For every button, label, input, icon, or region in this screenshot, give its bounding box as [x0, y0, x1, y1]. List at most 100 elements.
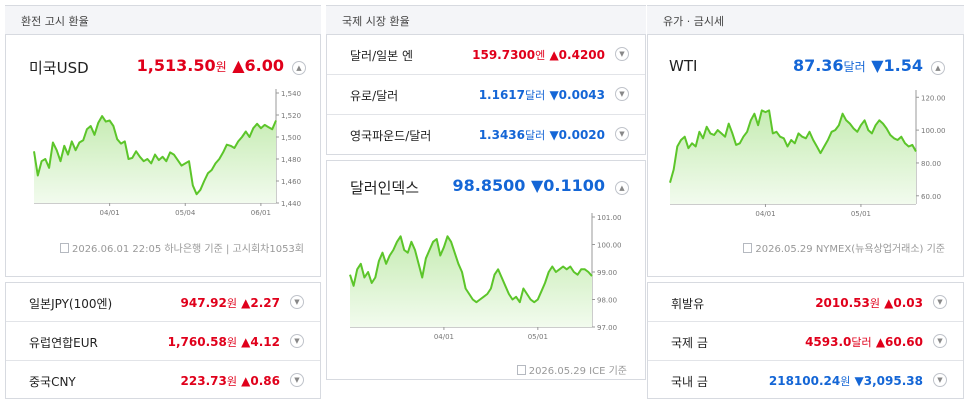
x-tick-label: 04/01: [100, 209, 120, 217]
currency-row-eur[interactable]: 유럽연합EUR 1,760.58원 ▲4.12 ▼: [6, 322, 320, 361]
intl-row-usdjpy[interactable]: 달러/일본 엔 159.7300엔 ▲0.4200 ▼: [327, 35, 645, 75]
expand-toggle-icon[interactable]: ▼: [290, 334, 304, 348]
intl-row-eurusd[interactable]: 유로/달러 1.1617달러 ▼0.0043 ▼: [327, 75, 645, 115]
expand-toggle-icon[interactable]: ▼: [615, 47, 629, 61]
row-label: 영국파운드/달러: [350, 129, 432, 143]
value-text: 947.92: [180, 296, 227, 310]
main-commodity-value: 87.36달러 ▼1.54: [793, 56, 923, 75]
exchange-panel: 환전 고시 환율 미국USD 1,513.50원 ▲6.00 ▲ 1,540 1,…: [5, 0, 321, 404]
panel-title: 국제 시장 환율: [342, 15, 410, 28]
value-text: 4593.0: [805, 335, 852, 349]
main-unit: 달러: [843, 60, 866, 74]
commodity-rows: 휘발유 2010.53원 ▲0.03 ▼ 국제 금 4593.0달러 ▲60.60 ▼ …: [647, 282, 964, 399]
panel-header: 환전 고시 환율: [5, 5, 321, 35]
row-value: 159.7300엔 ▲0.4200: [472, 47, 605, 63]
value-text: 1,760.58: [167, 335, 227, 349]
footnote-date: 2026.05.29: [528, 366, 586, 377]
y-tick-label: 1,460: [281, 178, 301, 186]
row-value: 1.3436달러 ▼0.0020: [479, 127, 605, 143]
series-line: [669, 109, 917, 183]
expand-toggle-icon[interactable]: ▼: [933, 373, 947, 387]
collapse-toggle-icon[interactable]: ▲: [615, 181, 629, 195]
footnote-date: 2026.06.01 22:05: [71, 244, 162, 255]
unit-text: 엔: [535, 49, 546, 62]
footnote: 2026.05.29 ICE 기준: [516, 362, 627, 377]
main-currency-label: 미국USD: [29, 59, 89, 77]
y-tick-label: 100.00: [597, 242, 622, 250]
series-area: [670, 110, 916, 204]
expand-toggle-icon[interactable]: ▼: [933, 295, 947, 309]
change-text: ▲60.60: [875, 335, 923, 349]
row-value: 947.92원 ▲2.27: [181, 295, 280, 311]
intl-panel: 국제 시장 환율 달러/일본 엔 159.7300엔 ▲0.4200 ▼ 유로/달러…: [326, 0, 646, 404]
y-tick-label: 99.00: [597, 269, 617, 277]
expand-toggle-icon[interactable]: ▼: [615, 87, 629, 101]
panel-title: 유가 · 금시세: [663, 15, 725, 28]
value-text: 1.3436: [478, 128, 526, 142]
row-value: 218100.24원 ▼3,095.38: [769, 373, 923, 389]
exchange-rows: 일본JPY(100엔) 947.92원 ▲2.27 ▼ 유럽연합EUR 1,760.5…: [5, 282, 321, 399]
row-label: 일본JPY(100엔): [29, 297, 113, 311]
expand-toggle-icon[interactable]: ▼: [290, 295, 304, 309]
row-label: 국내 금: [671, 375, 708, 389]
y-tick-label: 80.00: [921, 160, 941, 168]
x-tick-label: 05/01: [528, 333, 548, 341]
series-area: [350, 236, 592, 327]
dollar-index-chart: 101.00 100.00 99.00 98.00 97.00 04/01 05/01: [349, 213, 622, 341]
series-line: [33, 115, 277, 196]
footnote-round: 고시회차1053회: [232, 244, 304, 255]
commodity-row-intl-gold[interactable]: 국제 금 4593.0달러 ▲60.60 ▼: [648, 322, 963, 361]
unit-text: 달러: [851, 336, 872, 349]
currency-row-jpy[interactable]: 일본JPY(100엔) 947.92원 ▲2.27 ▼: [6, 283, 320, 322]
unit-text: 원: [226, 297, 237, 310]
row-label: 유로/달러: [350, 89, 399, 103]
x-tick-label: 04/01: [755, 210, 775, 218]
unit-text: 원: [226, 375, 237, 388]
currency-row-cny[interactable]: 중국CNY 223.73원 ▲0.86 ▼: [6, 361, 320, 400]
footnote-date: 2026.05.29: [755, 244, 813, 255]
footnote-source: ICE 기준: [589, 366, 627, 377]
change-text: ▼3,095.38: [854, 374, 923, 388]
y-tick-label: 100.00: [921, 127, 946, 135]
footnote: 2026.05.29 NYMEX(뉴욕상업거래소) 기준: [743, 240, 945, 255]
intl-row-gbpusd[interactable]: 영국파운드/달러 1.3436달러 ▼0.0020 ▼: [327, 115, 645, 155]
main-currency-value: 1,513.50원 ▲6.00: [137, 56, 284, 75]
main-index-label: 달러인덱스: [350, 179, 420, 197]
y-tick-label: 1,480: [281, 156, 301, 164]
commodity-row-domestic-gold[interactable]: 국내 금 218100.24원 ▼3,095.38 ▼: [648, 361, 963, 400]
collapse-toggle-icon[interactable]: ▲: [292, 61, 306, 75]
row-label: 유럽연합EUR: [29, 336, 98, 350]
main-commodity-label: WTI: [669, 57, 698, 75]
commodity-row-gasoline[interactable]: 휘발유 2010.53원 ▲0.03 ▼: [648, 283, 963, 322]
change-text: ▼0.0043: [549, 88, 605, 102]
y-tick-label: 1,440: [281, 200, 301, 208]
row-label: 국제 금: [671, 336, 708, 350]
usd-chart: 1,540 1,520 1,500 1,480 1,460 1,440 04/01 05/04…: [33, 89, 301, 217]
row-label: 달러/일본 엔: [350, 49, 414, 63]
value-text: 2010.53: [815, 296, 870, 310]
expand-toggle-icon[interactable]: ▼: [933, 334, 947, 348]
expand-toggle-icon[interactable]: ▼: [615, 127, 629, 141]
value-text: 1.1617: [478, 88, 526, 102]
main-index-value: 98.8500 ▼0.1100: [453, 176, 606, 195]
y-tick-label: 101.00: [597, 214, 622, 222]
wti-chart: 120.00 100.00 80.00 60.00 04/01 05/01: [669, 90, 946, 218]
row-label: 중국CNY: [29, 375, 76, 389]
collapse-toggle-icon[interactable]: ▲: [931, 61, 945, 75]
series-line: [349, 235, 593, 304]
row-value: 223.73원 ▲0.86: [181, 373, 280, 389]
expand-toggle-icon[interactable]: ▼: [290, 373, 304, 387]
unit-text: 원: [226, 336, 237, 349]
unit-text: 달러: [525, 89, 546, 102]
unit-text: 원: [869, 297, 880, 310]
change-text: ▲0.4200: [549, 48, 605, 62]
footnote: 2026.06.01 22:05 하나은행 기준 | 고시회차1053회: [59, 240, 304, 255]
change-text: ▲4.12: [241, 335, 280, 349]
y-tick-label: 60.00: [921, 193, 941, 201]
y-tick-label: 120.00: [921, 94, 946, 102]
document-icon: [59, 243, 69, 253]
exchange-main-box: 미국USD 1,513.50원 ▲6.00 ▲ 1,540 1,520 1,500 1…: [5, 35, 321, 277]
change-text: ▲0.86: [241, 374, 280, 388]
intl-rows: 달러/일본 엔 159.7300엔 ▲0.4200 ▼ 유로/달러 1.1617달러 …: [326, 35, 646, 155]
y-tick-label: 1,500: [281, 134, 301, 142]
